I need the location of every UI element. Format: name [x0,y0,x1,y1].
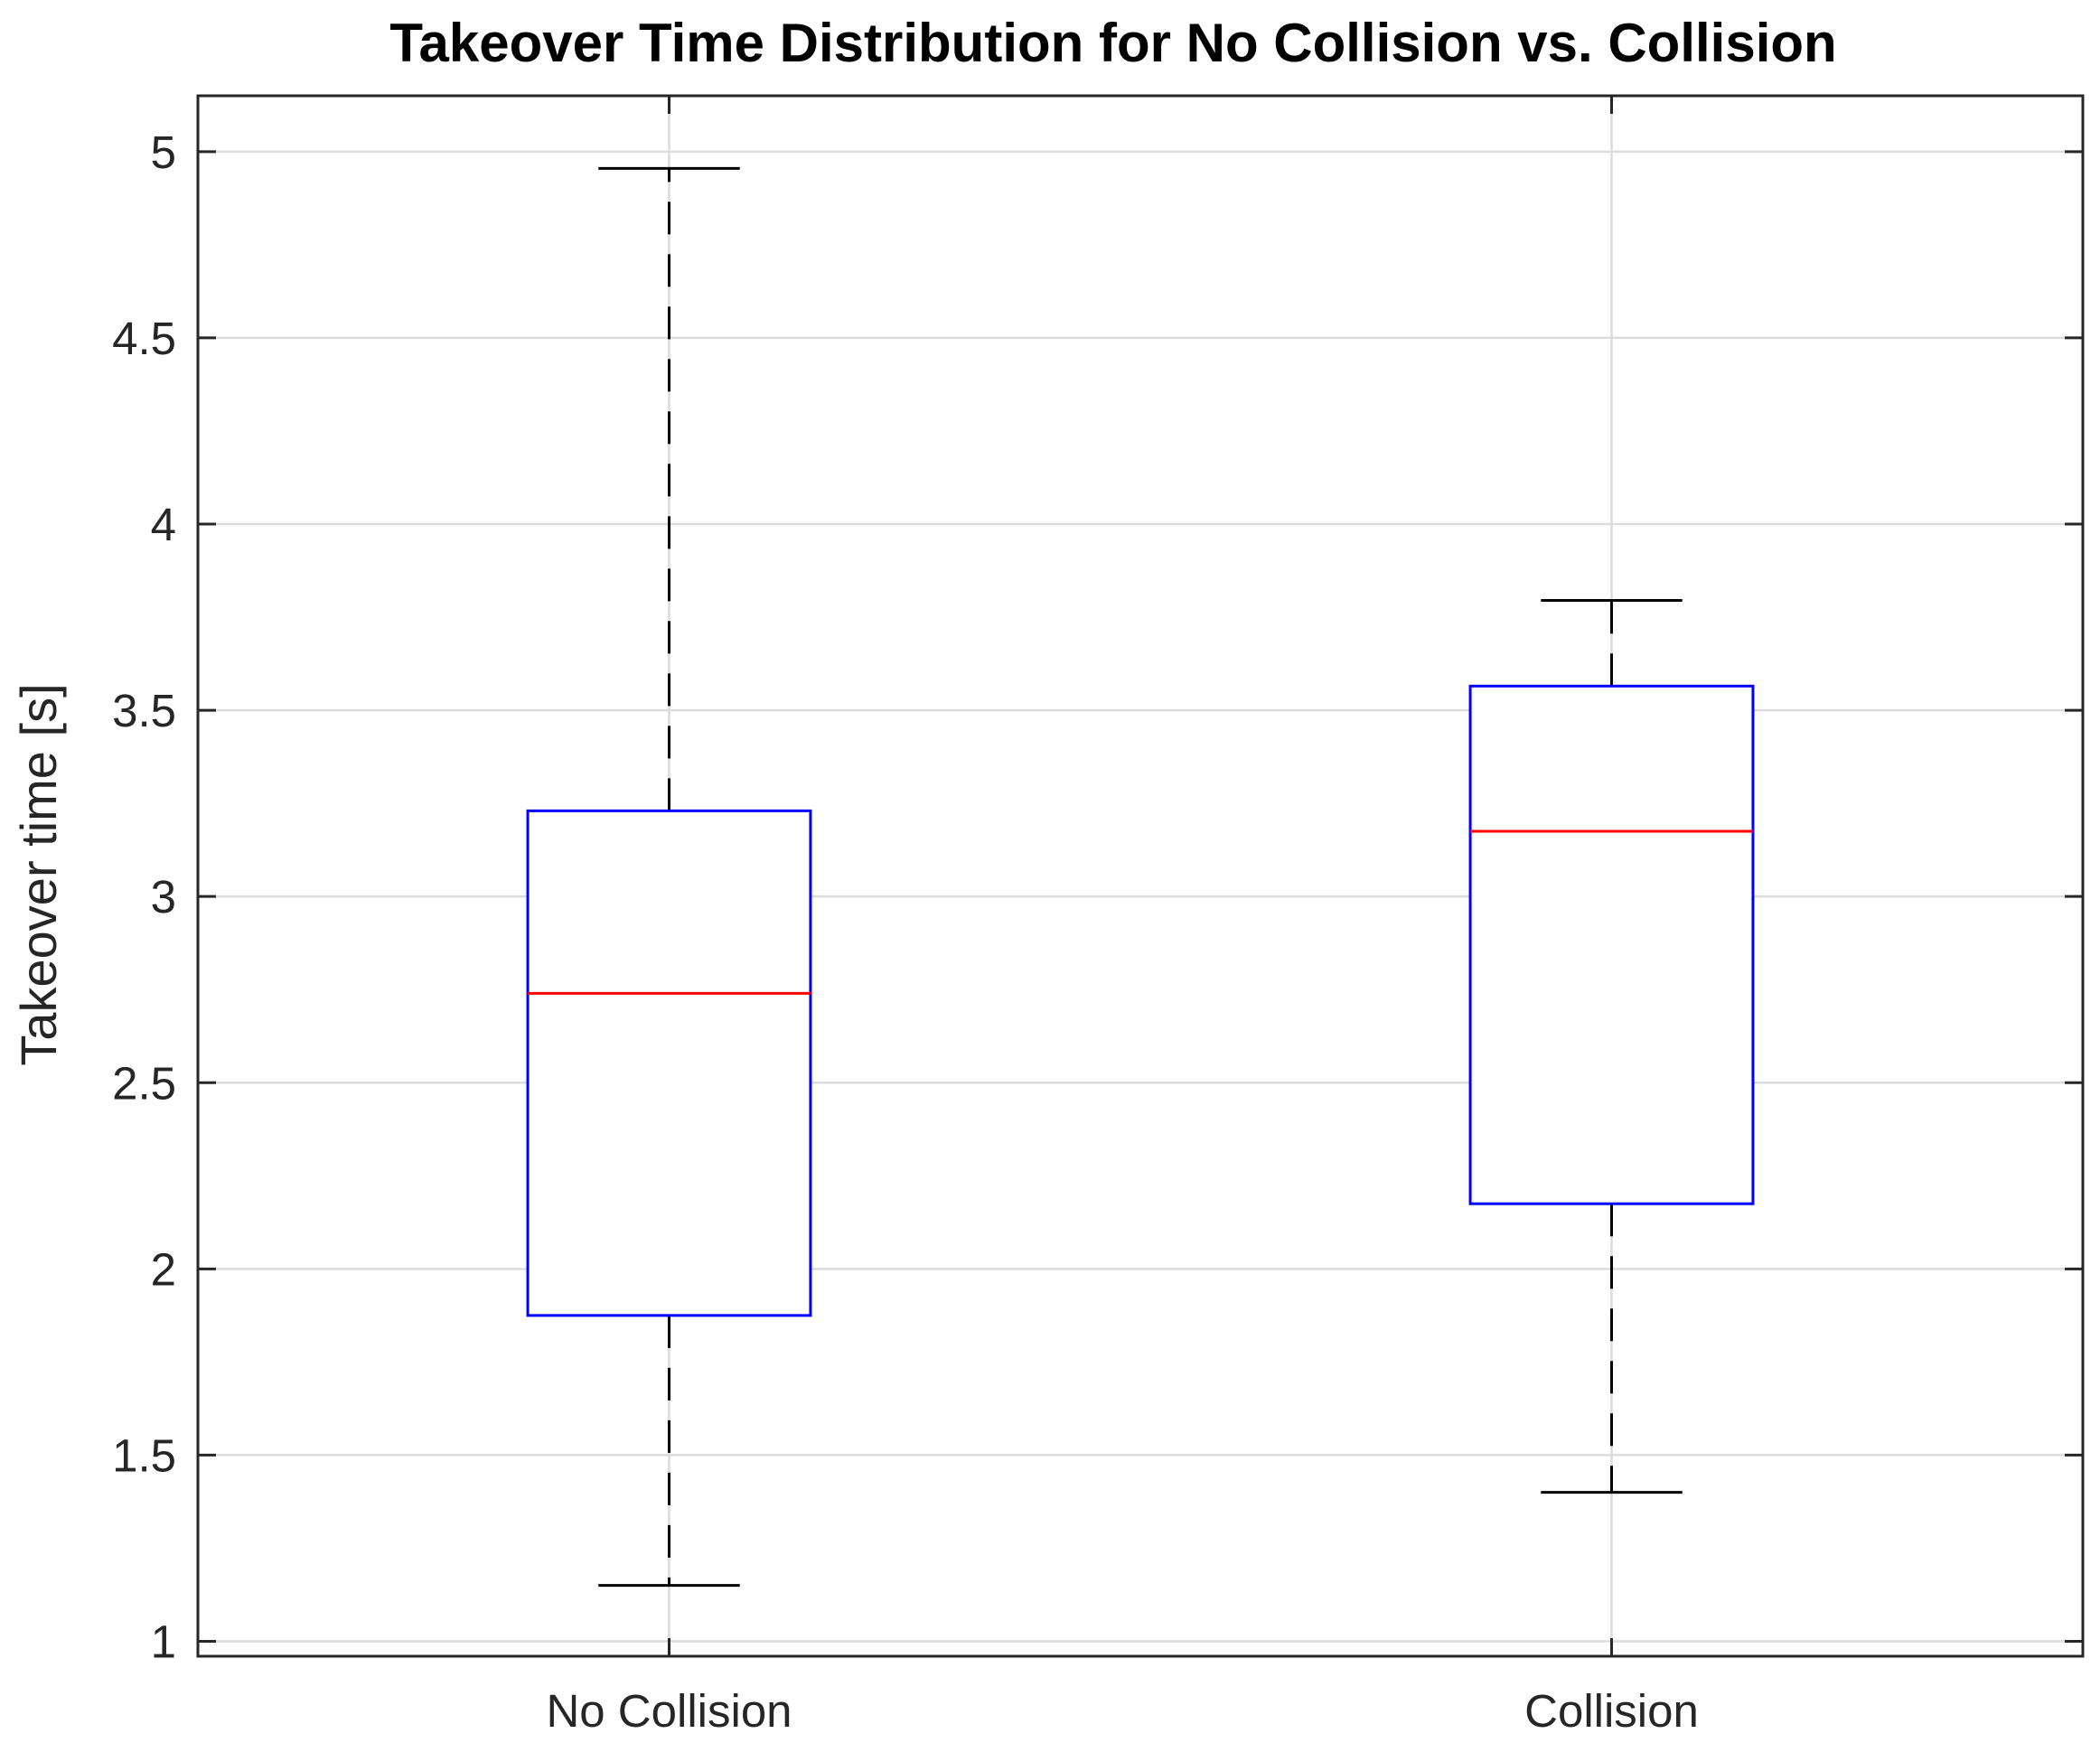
y-tick-label: 1 [151,1616,176,1668]
y-tick-label: 3.5 [112,685,176,736]
y-tick-label: 2.5 [112,1057,176,1109]
y-tick-label: 5 [151,126,176,178]
y-tick-label: 4.5 [112,313,176,364]
boxplot-collision [1468,598,1755,1494]
grid-lines [198,96,2083,1656]
boxplot-no-collision [526,166,812,1588]
y-tick-label: 2 [151,1243,176,1295]
x-tick-label: Collision [1524,1685,1699,1737]
y-tick-label: 4 [151,499,176,550]
x-tick-label: No Collision [546,1685,792,1737]
box-plots [526,166,1755,1588]
y-tick-label: 1.5 [112,1429,176,1481]
axis-ticks: 1 1.5 2 2.5 3 3.5 4 4.5 5 No Collision Collision [112,96,2083,1737]
y-axis-label: Takeover time [s] [10,683,67,1065]
chart-title: Takeover Time Distribution for No Collis… [389,13,1836,73]
y-tick-label: 3 [151,871,176,923]
iqr-box [526,809,812,1317]
iqr-box [1468,684,1755,1205]
plot-area-frame [196,94,2085,1658]
